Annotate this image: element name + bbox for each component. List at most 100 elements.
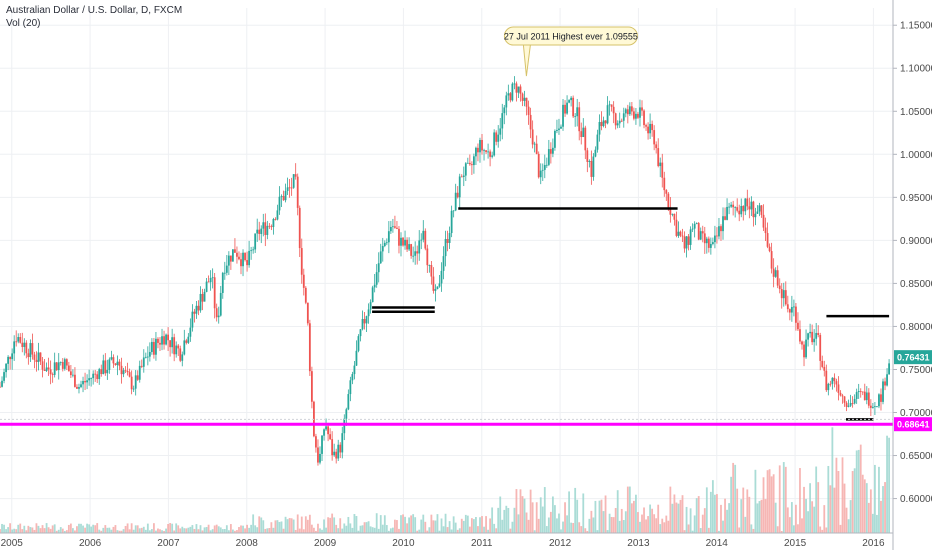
volume-bar [639,521,641,533]
candle-body [357,336,360,351]
candle-body [803,344,805,358]
volume-bar [888,437,890,533]
candle-body [732,204,735,208]
candle-body [473,156,475,166]
volume-bar [29,527,32,533]
candle-body [278,196,281,211]
volume-bar [422,514,425,533]
volume-bar [764,499,767,533]
candle-body [699,231,702,240]
volume-bar [308,514,311,533]
candle-body [466,162,469,164]
candle-body [90,378,93,379]
volume-bar [25,530,28,533]
volume-bar [805,498,807,533]
y-tick-label: 1.05000 [900,107,932,118]
volume-bar [63,530,66,533]
candle-body [86,380,88,383]
candle-body [584,127,587,151]
x-tick-label: 2012 [549,538,572,549]
volume-bar [167,524,169,533]
candle-body [238,256,240,260]
volume-bar [630,503,633,533]
candle-body [124,370,127,372]
volume-bar [144,529,147,533]
volume-bar [659,524,662,533]
volume-bar [570,522,573,533]
volume-bar [284,516,287,533]
volume-bar [175,523,178,533]
candle-body [264,222,267,235]
volume-bar [146,523,149,533]
y-tick-label: 0.95000 [900,193,932,204]
candle-body [236,252,238,257]
volume-bar [217,526,220,533]
candle-body [813,338,816,343]
volume-bar [39,528,42,533]
candle-body [602,120,605,127]
candle-body [250,250,253,252]
volume-bar [529,489,532,533]
candle-body [272,219,275,227]
volume-bar [223,529,226,533]
chart-title: Australian Dollar / U.S. Dollar, D, FXCM [6,5,182,16]
x-tick-label: 2011 [471,538,493,549]
candle-body [248,250,251,266]
volume-bar [517,514,520,533]
annotation-bubble[interactable] [503,26,638,46]
candle-body [211,277,214,279]
candle-body [329,434,332,440]
candle-body [47,367,50,370]
candle-body [199,293,202,311]
candle-body [163,336,165,345]
candle-body [797,322,799,330]
volume-bar [778,465,781,533]
candle-body [31,343,34,355]
volume-bar [74,530,76,533]
volume-bar [310,524,313,533]
volume-bar [691,530,694,533]
candle-body [736,207,739,211]
volume-bar [667,520,670,533]
candle-body [25,342,28,354]
volume-bar [720,504,722,533]
volume-bar [313,527,315,533]
volume-bar [142,526,145,533]
volume-bar [232,529,234,533]
candle-body [130,376,133,390]
candle-body [365,316,368,324]
volume-bar [225,525,228,533]
volume-bar [298,528,301,533]
candle-body [857,391,860,393]
candle-body [302,274,305,288]
volume-bar [600,499,603,533]
volume-bar [227,530,230,533]
volume-bar [385,525,388,533]
volume-bar [391,527,394,533]
volume-bar [756,503,759,533]
candle-body [637,113,639,118]
candle-body [232,249,234,262]
candle-body [795,306,797,323]
volume-bar [140,527,143,533]
volume-bar [317,523,319,533]
volume-bar [450,529,453,533]
volume-bar [161,530,163,533]
candle-body [869,405,872,408]
candle-body [529,114,532,130]
candle-body [477,147,479,153]
volume-bar [371,527,374,533]
volume-bar [499,496,502,533]
volume-bar [319,528,321,533]
candle-body [847,405,850,407]
candle-body [649,123,652,134]
volume-bar [13,528,16,533]
volume-bar [278,521,281,533]
candle-body [157,338,159,343]
volume-bar [98,529,101,533]
volume-bar [262,520,265,533]
candle-body [515,83,518,93]
volume-bar [562,521,564,533]
candle-body [878,394,880,407]
